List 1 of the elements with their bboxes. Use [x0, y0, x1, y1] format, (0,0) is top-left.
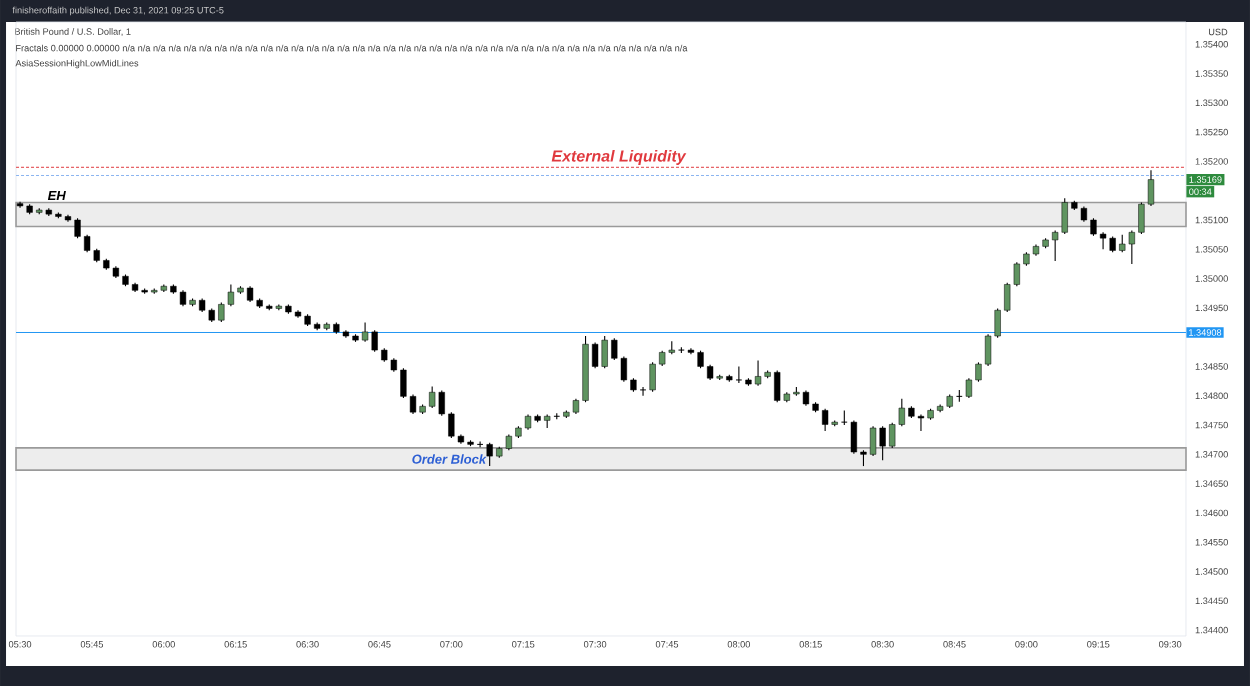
ref-line-label: External Liquidity [551, 149, 687, 165]
